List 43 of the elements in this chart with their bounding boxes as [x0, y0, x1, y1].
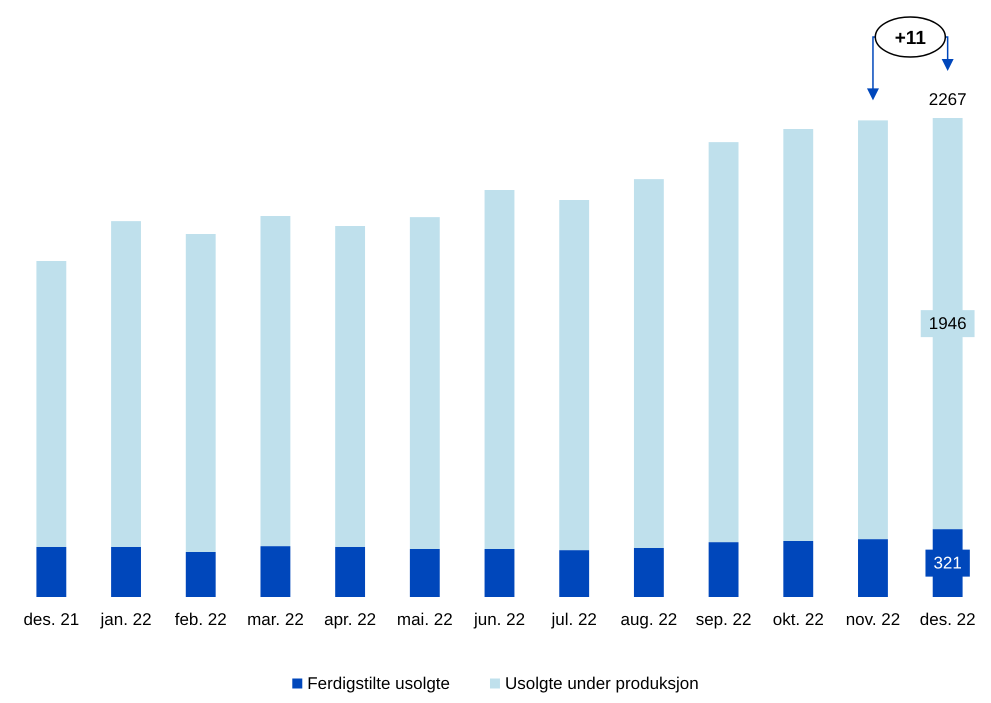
x-tick-label: sep. 22	[696, 610, 752, 629]
x-tick-label: okt. 22	[772, 610, 824, 629]
x-tick-label: nov. 22	[846, 610, 900, 629]
x-tick-label: des. 21	[23, 610, 80, 629]
bar	[410, 549, 440, 597]
bar	[484, 190, 514, 550]
bar	[410, 217, 440, 550]
bar	[559, 550, 590, 597]
bar	[36, 261, 66, 547]
bar	[186, 234, 216, 552]
x-tick-label: feb. 22	[174, 610, 227, 629]
bar	[111, 221, 141, 547]
x-tick-label: apr. 22	[324, 610, 376, 629]
total-label: 2267	[928, 90, 967, 109]
bar	[708, 542, 739, 597]
bar	[36, 546, 66, 597]
bar	[186, 552, 216, 597]
x-tick-label: des. 22	[920, 610, 976, 629]
data-label: 1946	[928, 314, 967, 334]
x-tick-label: mai. 22	[396, 610, 453, 629]
x-tick-label: aug. 22	[620, 610, 678, 629]
legend-label: Ferdigstilte usolgte	[307, 674, 450, 693]
bar	[634, 179, 664, 548]
bar	[335, 546, 366, 597]
x-tick-label: jan. 22	[100, 610, 152, 629]
x-tick-label: jun. 22	[472, 610, 526, 629]
x-tick-label: mar. 22	[247, 610, 304, 629]
bar	[634, 548, 664, 597]
text: +11	[894, 28, 926, 49]
bar	[783, 541, 814, 597]
bar	[708, 142, 739, 542]
bar	[111, 546, 141, 597]
bar	[484, 549, 514, 597]
bar	[783, 128, 814, 542]
bar	[335, 226, 366, 547]
bar	[260, 216, 290, 546]
bar	[559, 200, 590, 550]
legend-label: Usolgte under produksjon	[504, 674, 699, 693]
bar	[260, 546, 290, 597]
bar	[858, 539, 888, 597]
x-tick-label: jul. 22	[550, 610, 597, 629]
data-label: 321	[933, 554, 962, 573]
bar	[858, 120, 888, 540]
